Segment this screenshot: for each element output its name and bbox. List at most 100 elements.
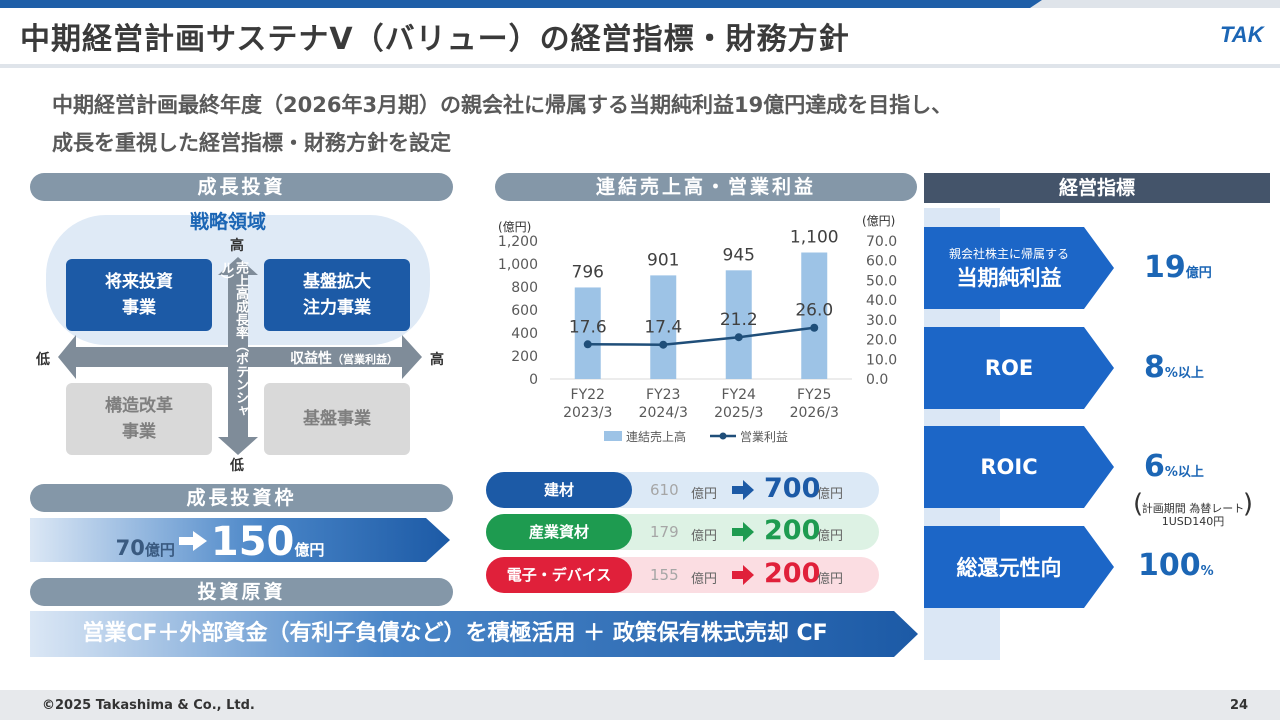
sales-bar [801,252,828,379]
kpi-label-main: 当期純利益 [956,265,1062,290]
title-divider [0,64,1280,68]
kpi-arrow: ROE [924,327,1114,409]
arrow-right-icon [732,565,754,585]
horizontal-axis-label-sub: （営業利益） [332,353,398,366]
roic-note-line-1: 計画期間 為替レート [1141,502,1245,515]
left-axis-tick: 200 [511,349,538,365]
arrow-right-icon [732,522,754,542]
kpi-value: 6%以上 [1144,449,1204,484]
footer-bar [0,690,1280,720]
left-axis-unit: (億円) [498,220,531,234]
kpi-arrow-shape [924,526,1114,608]
right-axis-tick: 20.0 [866,333,897,349]
top-accent-bar [0,0,1280,8]
top-accent-gray [1030,0,1280,8]
left-axis-tick: 0 [529,372,538,388]
segment-before-unit: 億円 [691,487,718,502]
funding-text: 営業CF＋外部資金（有利子負債など）を積極活用 ＋ 政策保有株式売却 CF [82,621,828,646]
segment-before-unit: 億円 [691,529,718,544]
lead-line-2: 成長を重視した経営指標・財務方針を設定 [52,131,451,155]
right-axis-unit: (億円) [862,214,895,228]
horizontal-axis-label-main: 収益性 [290,351,332,367]
segment-target-unit: 億円 [817,529,844,544]
kpi-value-number: 6 [1144,449,1165,484]
strategic-area-label: 戦略領域 [190,211,267,233]
legend-label-sales: 連結売上高 [626,429,686,444]
sales-bar [574,287,601,379]
segment-before-value: 155 [650,566,679,584]
sales-bar-label: 1,100 [790,228,839,248]
segment-label: 産業資材 [486,514,632,550]
segment-row: 産業資材 179 億円 200 億円 [486,514,879,550]
segment-target-value: 200 [764,558,821,589]
operating-profit-label: 17.6 [569,317,607,337]
copyright: ©2025 Takashima & Co., Ltd. [42,698,255,713]
investment-frame-after: 150 [210,519,295,565]
right-axis-tick: 50.0 [866,273,897,289]
quadrant-future-investment: 将来投資 事業 [66,259,212,331]
investment-frame-after-unit: 億円 [294,541,325,559]
right-axis-tick: 60.0 [866,254,897,270]
legend-swatch-sales [604,431,622,441]
left-axis-tick: 800 [511,280,538,296]
kpi-arrow: ROIC [924,426,1114,508]
right-axis-tick: 10.0 [866,352,897,368]
kpi-value-number: 100 [1138,548,1201,583]
company-logo: TAK [1220,22,1266,47]
horizontal-axis-low: 低 [36,352,50,368]
lead-text: 中期経営計画最終年度（2026年3月期）の親会社に帰属する当期純利益19億円達成… [52,86,952,162]
operating-profit-label: 21.2 [720,310,758,330]
kpi-label-small: 親会社株主に帰属する [948,246,1069,261]
funding-arrow-shape [30,611,918,657]
x-axis-tick-line2: 2023/3 [563,405,612,421]
segment-target-value: 700 [764,473,821,504]
kpi-label: 総還元性向 [924,526,1094,608]
right-axis-tick: 0.0 [866,372,888,388]
arrow-right-icon [178,531,207,551]
x-axis-tick-line2: 2024/3 [639,405,688,421]
chart-header: 連結売上高・営業利益 [495,173,917,201]
funding-header: 投資原資 [30,578,453,606]
left-axis-tick: 400 [511,326,538,342]
kpi-label: ROE [924,327,1094,409]
investment-frame-arrow: 70 億円 150 億円 [30,518,450,565]
operating-profit-label: 17.4 [644,318,682,338]
kpi-value-unit: %以上 [1164,465,1204,480]
kpi-value: 100% [1138,548,1214,583]
operating-profit-line [587,326,815,346]
sales-bar [650,275,677,379]
segment-target-value: 200 [764,515,821,546]
segment-before-unit: 億円 [691,572,718,587]
x-axis-tick-line1: FY23 [646,387,680,403]
roic-note-open-paren: ( [1133,489,1144,519]
x-axis-tick-line1: FY24 [722,387,757,403]
horizontal-axis-label: 収益性（営業利益） [290,348,398,368]
left-axis-tick: 1,000 [498,257,538,273]
x-axis-tick-line2: 2025/3 [714,405,763,421]
right-axis-tick: 40.0 [866,293,897,309]
horizontal-axis-high: 高 [430,352,444,368]
operating-profit-point [583,340,592,349]
operating-profit-label: 26.0 [795,301,833,321]
page-number: 24 [1230,698,1249,713]
segment-target-unit: 億円 [817,487,844,502]
legend-marker-profit [719,432,727,440]
kpi-arrow: 総還元性向 [924,526,1114,608]
chart-svg: (億円) (億円) 0 200 400 600 800 1,000 1,200 0.0 10.0 20… [498,214,897,444]
right-axis-tick: 30.0 [866,313,897,329]
kpi-value: 19億円 [1144,250,1212,285]
kpi-label: 親会社株主に帰属する当期純利益 [924,227,1094,309]
legend-label-profit: 営業利益 [740,430,788,444]
vertical-axis-low: 低 [230,458,244,474]
kpi-arrow-shape [924,227,1114,309]
segment-row: 建材 610 億円 700 億円 [486,472,879,508]
x-axis-tick-line1: FY22 [571,387,605,403]
vertical-axis-arrow [218,257,258,455]
kpi-label: ROIC [924,426,1094,508]
arrow-right-icon [732,480,754,500]
roic-note-close-paren: ) [1242,489,1253,519]
funding-arrow: 営業CF＋外部資金（有利子負債など）を積極活用 ＋ 政策保有株式売却 CF [30,611,918,657]
investment-frame-values: 70 億円 150 億円 [30,518,410,565]
kpi-arrow-shape [924,426,1114,508]
quadrant-core-business: 基盤事業 [264,383,410,455]
